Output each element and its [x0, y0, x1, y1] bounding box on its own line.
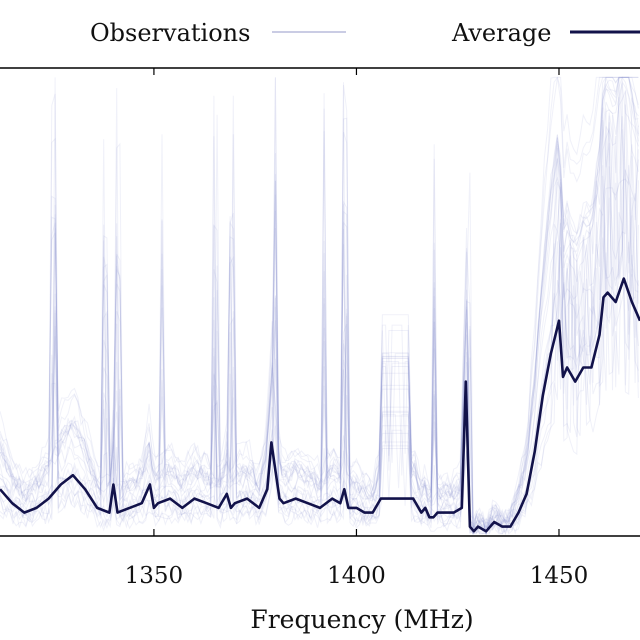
- x-tick-label: 1400: [327, 563, 386, 589]
- x-axis-title: Frequency (MHz): [250, 605, 473, 634]
- observation-line: [0, 76, 639, 534]
- observation-line: [0, 119, 639, 536]
- observation-line: [0, 125, 639, 536]
- observation-line: [0, 76, 639, 534]
- observations-layer: [0, 76, 639, 536]
- average-line: [0, 277, 640, 533]
- observation-line: [0, 76, 639, 531]
- legend-label-average: Average: [451, 19, 551, 47]
- observation-line: [0, 80, 639, 536]
- observation-line: [0, 76, 639, 528]
- observation-line: [0, 76, 639, 536]
- legend-label-observations: Observations: [90, 19, 250, 47]
- observation-line: [0, 83, 639, 535]
- observation-line: [0, 96, 639, 535]
- plot-area: [0, 67, 640, 537]
- observation-line: [0, 91, 639, 534]
- x-tick-label: 1450: [530, 563, 589, 589]
- legend: Observations Average: [90, 19, 640, 47]
- observation-line: [0, 77, 639, 535]
- observation-line: [0, 166, 639, 535]
- observation-line: [0, 97, 639, 535]
- observation-line: [0, 115, 639, 529]
- observation-line: [0, 76, 639, 534]
- observation-line: [0, 76, 639, 534]
- x-tick-label: 1350: [125, 563, 184, 589]
- observation-line: [0, 77, 639, 535]
- observation-line: [0, 76, 639, 523]
- x-axis-ticks: 1350 1400 1450: [125, 68, 589, 589]
- average-layer: [0, 277, 640, 533]
- observation-line: [0, 76, 639, 529]
- observation-line: [0, 76, 639, 531]
